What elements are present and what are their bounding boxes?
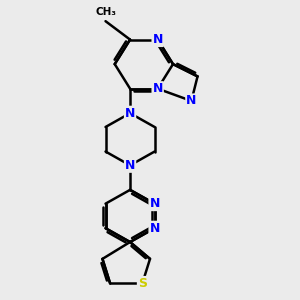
Text: CH₃: CH₃ [95,7,116,16]
Text: N: N [149,222,160,235]
Text: N: N [125,107,135,120]
Text: N: N [149,197,160,210]
Text: N: N [152,33,163,46]
Text: N: N [186,94,197,107]
Text: N: N [125,159,135,172]
Text: N: N [152,82,163,95]
Text: S: S [138,277,147,290]
